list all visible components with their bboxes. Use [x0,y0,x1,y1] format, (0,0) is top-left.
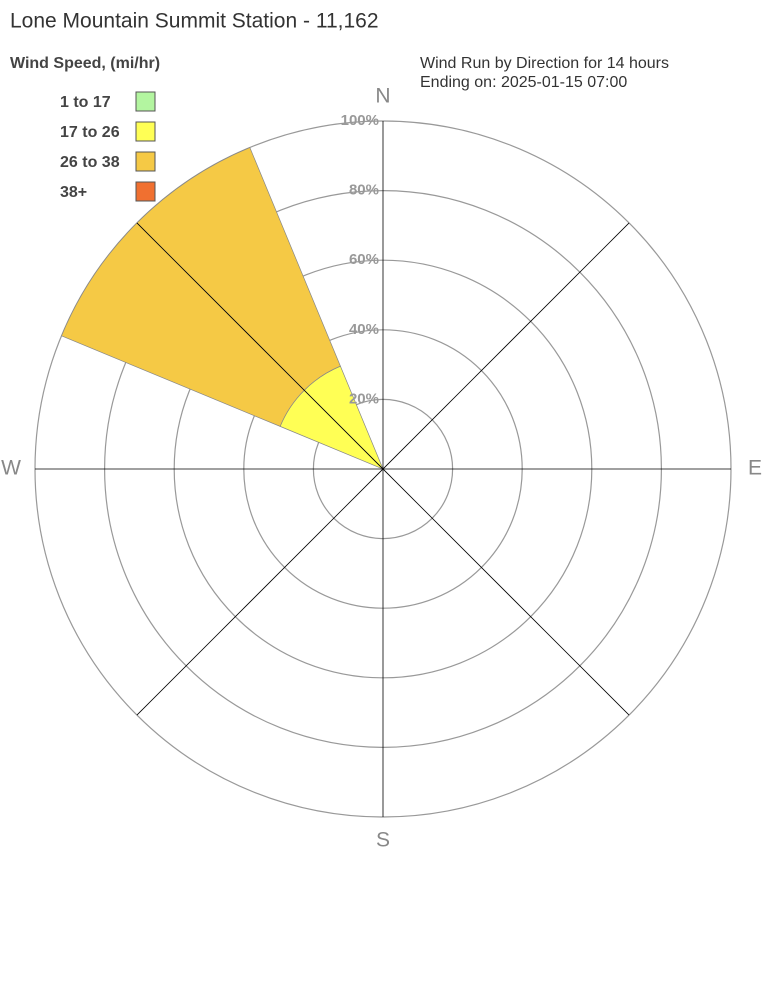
legend-swatch [135,91,156,112]
r-tick-label: 100% [341,112,379,129]
legend-label: 26 to 38 [60,154,120,171]
legend-swatch [135,181,156,202]
r-tick-label: 20% [349,390,379,407]
compass-label: E [748,457,762,480]
r-tick-label: 60% [349,251,379,268]
subtitle: Wind Run by Direction for 14 hours [420,55,669,72]
wedge [136,147,341,391]
r-tick-label: 40% [349,321,379,338]
r-tick-label: 80% [349,182,379,199]
subtitle: Ending on: 2025-01-15 07:00 [420,74,627,91]
chart-title: Lone Mountain Summit Station - 11,162 [10,10,379,33]
compass-label: W [1,457,21,480]
legend-swatch [135,151,156,172]
spoke [136,222,630,716]
compass-label: N [375,85,390,108]
legend-swatch [135,121,156,142]
compass-label: S [376,829,390,852]
legend-title: Wind Speed, (mi/hr) [10,55,160,72]
legend-label: 1 to 17 [60,94,111,111]
legend-label: 17 to 26 [60,124,120,141]
legend-label: 38+ [60,184,87,201]
